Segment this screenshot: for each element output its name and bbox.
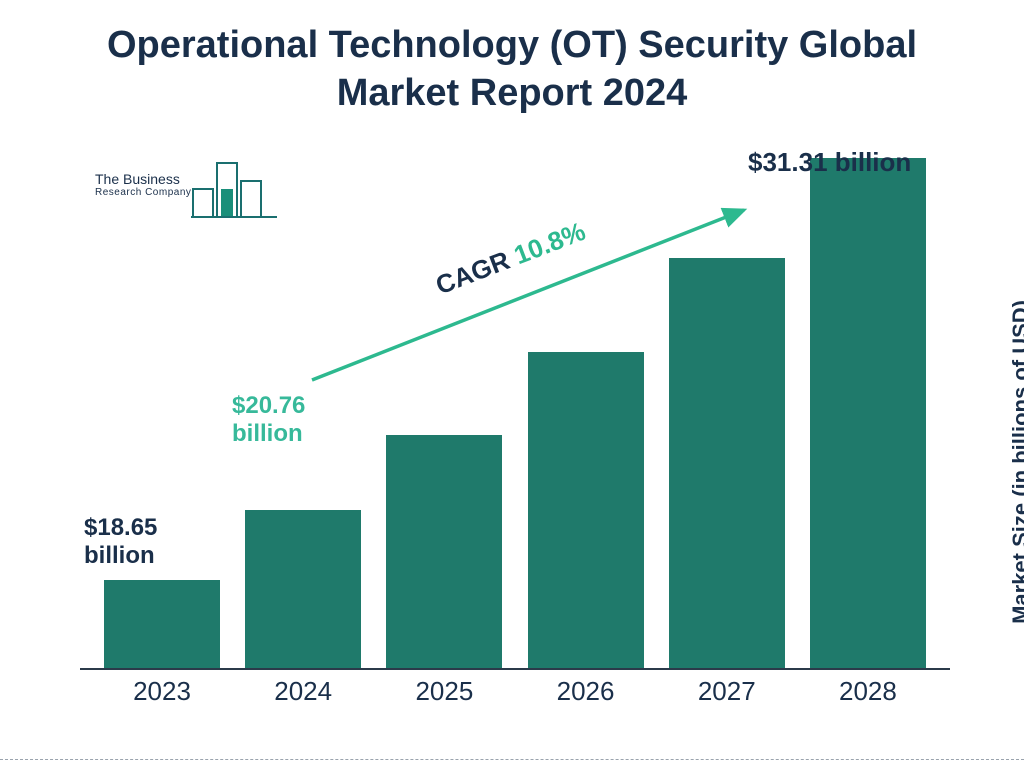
value-callout-2024: $20.76 billion: [232, 392, 305, 447]
x-axis-label: 2023: [92, 672, 232, 710]
bar: [386, 435, 502, 668]
bar-slot: [374, 435, 514, 668]
x-axis-label: 2028: [798, 672, 938, 710]
x-axis-label: 2027: [657, 672, 797, 710]
x-axis-label: 2026: [516, 672, 656, 710]
callout-line: $31.31 billion: [748, 147, 911, 177]
bars-container: [80, 150, 950, 668]
x-axis-label: 2025: [374, 672, 514, 710]
bar-slot: [516, 352, 656, 668]
bar: [528, 352, 644, 668]
x-axis-line: [80, 668, 950, 670]
bar: [669, 258, 785, 668]
callout-line: $20.76: [232, 392, 305, 419]
bar: [245, 510, 361, 668]
y-axis-label: Market Size (in billions of USD): [1008, 300, 1024, 624]
bar-slot: [233, 510, 373, 668]
bar-slot: [657, 258, 797, 668]
title-line-1: Operational Technology (OT) Security Glo…: [107, 24, 917, 66]
callout-line: billion: [84, 542, 155, 569]
x-axis-label: 2024: [233, 672, 373, 710]
value-callout-2028: $31.31 billion: [748, 148, 911, 178]
chart-plot-area: 2023 2024 2025 2026 2027 2028: [80, 150, 950, 710]
bar: [104, 580, 220, 668]
chart-stage: Operational Technology (OT) Security Glo…: [0, 0, 1024, 768]
title-line-2: Market Report 2024: [337, 72, 688, 114]
chart-title: Operational Technology (OT) Security Glo…: [0, 22, 1024, 117]
bar-slot: [92, 580, 232, 668]
x-axis-labels: 2023 2024 2025 2026 2027 2028: [80, 672, 950, 710]
footer-divider: [0, 759, 1024, 760]
bar: [810, 158, 926, 668]
callout-line: billion: [232, 420, 303, 447]
bar-slot: [798, 158, 938, 668]
callout-line: $18.65: [84, 514, 157, 541]
value-callout-2023: $18.65 billion: [84, 514, 157, 569]
